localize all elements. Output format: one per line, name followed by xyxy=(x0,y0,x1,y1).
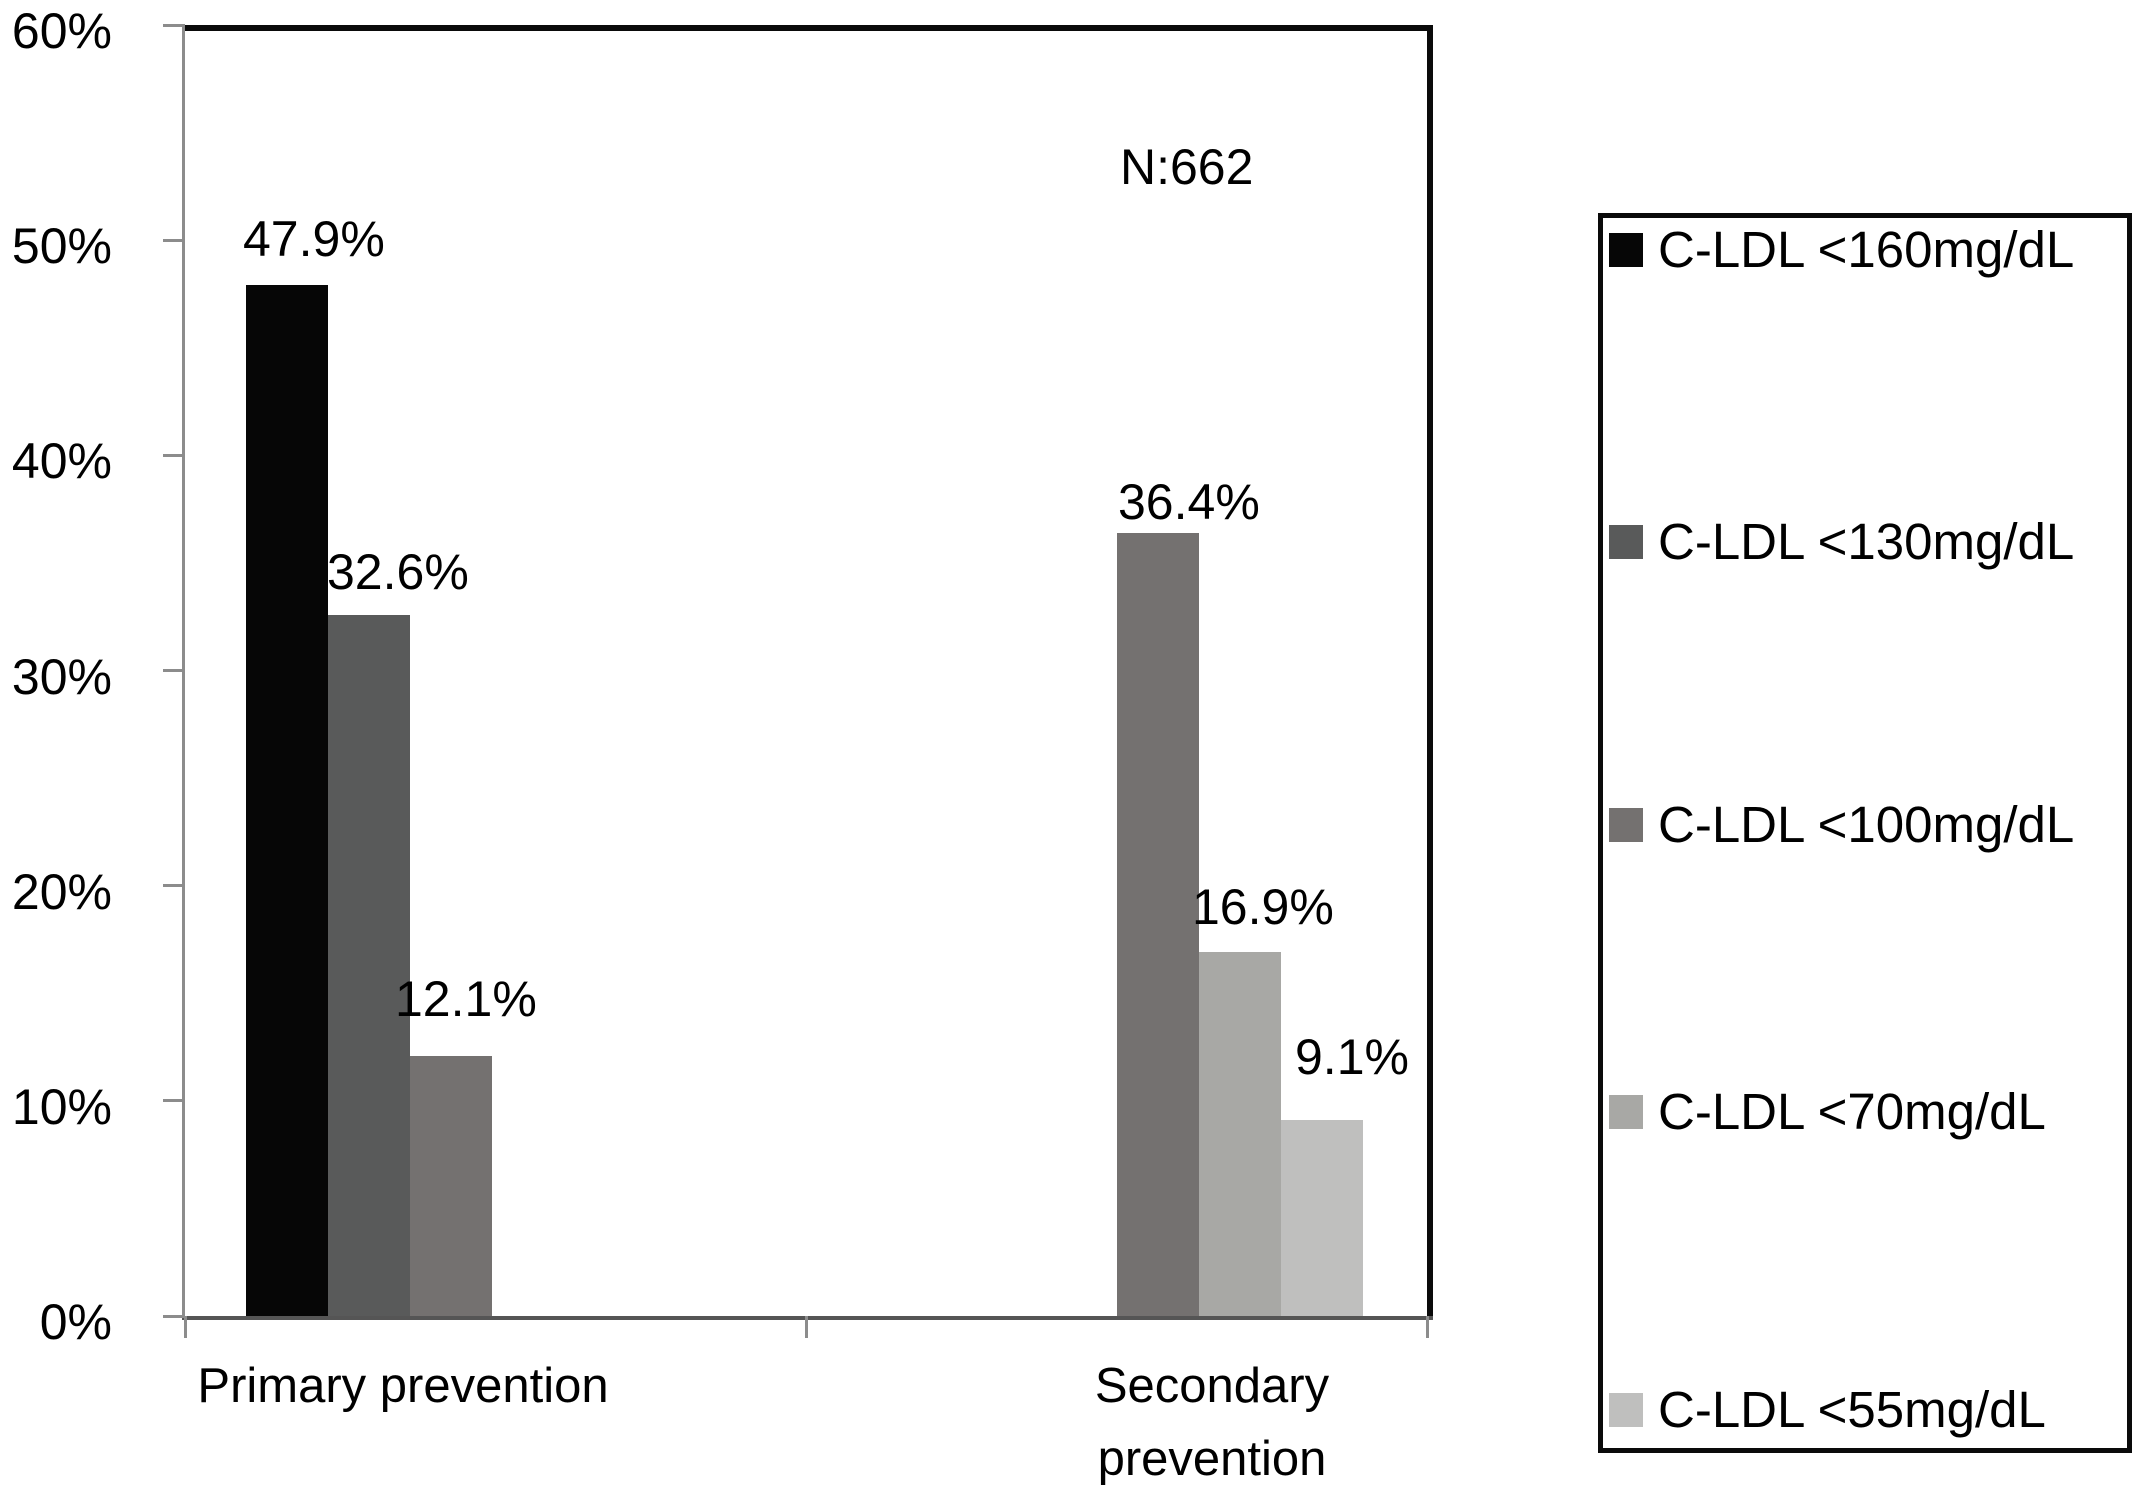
bar-value-label: 9.1% xyxy=(1295,1029,1409,1085)
x-tick-mark xyxy=(805,1316,808,1338)
y-tick-mark xyxy=(163,1315,185,1318)
y-tick-mark xyxy=(163,239,185,242)
bar-value-label: 16.9% xyxy=(1192,879,1334,935)
bar-value-label: 12.1% xyxy=(395,971,537,1027)
y-tick-mark xyxy=(163,1099,185,1102)
bar-value-label: 32.6% xyxy=(327,544,469,600)
y-axis-tick-label: 40% xyxy=(11,433,112,489)
x-tick-mark xyxy=(1426,1316,1429,1338)
legend-item: C-LDL <130mg/dL xyxy=(1609,513,2075,570)
legend-label: C-LDL <130mg/dL xyxy=(1658,513,2075,570)
plot-right-border xyxy=(1427,25,1433,1316)
y-axis-tick-label: 50% xyxy=(11,218,112,274)
y-axis-tick-label: 30% xyxy=(11,649,112,705)
legend-label: C-LDL <100mg/dL xyxy=(1658,796,2075,853)
y-axis-tick-label: 10% xyxy=(11,1079,112,1135)
legend-swatch xyxy=(1609,1095,1643,1129)
legend-label: C-LDL <70mg/dL xyxy=(1658,1083,2046,1140)
x-axis-category-label: Secondary prevention xyxy=(1094,1359,1330,1485)
bar-c-ldl-70mg-dl xyxy=(1199,952,1281,1316)
bar-c-ldl-100mg-dl xyxy=(1117,533,1199,1316)
y-tick-mark xyxy=(163,669,185,672)
sample-size-annotation: N:662 xyxy=(1120,139,1254,195)
x-axis-category-label: Primary prevention xyxy=(197,1359,609,1413)
legend-swatch xyxy=(1609,808,1643,842)
legend-swatch xyxy=(1609,525,1643,559)
y-axis-tick-label: 20% xyxy=(11,864,112,920)
legend-item: C-LDL <100mg/dL xyxy=(1609,796,2075,853)
legend-item: C-LDL <70mg/dL xyxy=(1609,1083,2046,1140)
y-tick-mark xyxy=(163,454,185,457)
legend: C-LDL <160mg/dL C-LDL <130mg/dL C-LDL <100… xyxy=(1598,213,2132,1453)
y-tick-mark xyxy=(163,24,185,27)
y-tick-mark xyxy=(163,884,185,887)
plot-top-border xyxy=(185,25,1433,31)
legend-swatch xyxy=(1609,1393,1643,1427)
bar-value-label: 36.4% xyxy=(1118,474,1260,530)
bar-c-ldl-55mg-dl xyxy=(1281,1120,1363,1316)
legend-swatch xyxy=(1609,233,1643,267)
legend-item: C-LDL <55mg/dL xyxy=(1609,1381,2046,1438)
x-tick-mark xyxy=(184,1316,187,1338)
bar-value-label: 47.9% xyxy=(243,211,385,267)
legend-item: C-LDL <160mg/dL xyxy=(1609,221,2075,278)
y-axis-tick-label: 0% xyxy=(39,1294,112,1350)
legend-label: C-LDL <55mg/dL xyxy=(1658,1381,2046,1438)
bar-c-ldl-160mg-dl xyxy=(246,285,328,1316)
bar-c-ldl-100mg-dl xyxy=(410,1056,492,1316)
bar-c-ldl-130mg-dl xyxy=(328,615,410,1316)
legend-label: C-LDL <160mg/dL xyxy=(1658,221,2075,278)
y-axis-tick-label: 60% xyxy=(11,3,112,59)
